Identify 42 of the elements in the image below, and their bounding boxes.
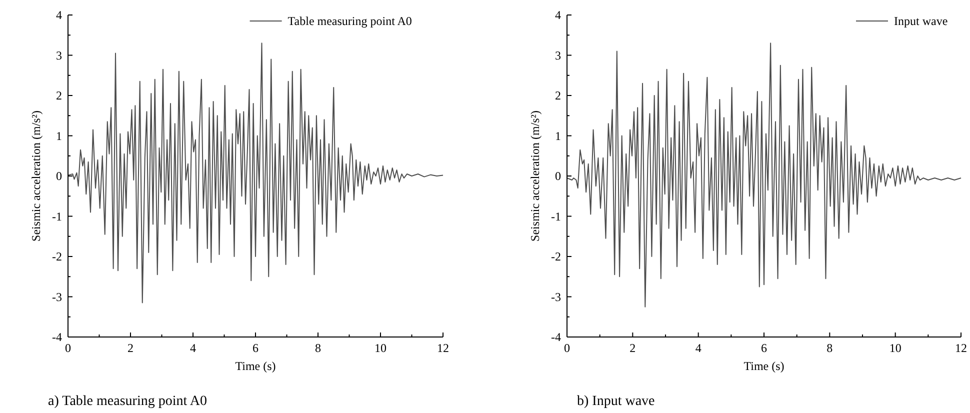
legend-label: Table measuring point A0 [288, 14, 412, 28]
legend-label: Input wave [894, 14, 948, 28]
x-tick-label: 2 [128, 341, 134, 355]
text: a) Table measuring point A0 [48, 394, 207, 409]
y-axis-title: Seismic acceleration (m/s²) [29, 110, 43, 242]
x-axis-title: Time (s) [744, 359, 784, 373]
y-tick-label: 1 [555, 128, 561, 143]
y-tick-label: -3 [52, 290, 62, 304]
y-tick-label: -4 [52, 330, 62, 344]
y-tick-label: -2 [551, 250, 561, 264]
line-series [68, 42, 444, 304]
y-tick-label: 4 [56, 8, 62, 22]
x-tick-label: 2 [630, 341, 636, 355]
text: b) Input wave [577, 394, 655, 409]
y-tick-label: 3 [555, 48, 561, 62]
x-tick-label: 6 [252, 341, 258, 355]
y-tick-label: 1 [56, 128, 62, 143]
x-axis-title: Time (s) [235, 359, 276, 373]
y-tick-label: -3 [551, 290, 561, 304]
x-tick-label: 4 [695, 341, 702, 355]
y-axis-title: Seismic acceleration (m/s²) [528, 110, 542, 242]
y-tick-label: 4 [555, 8, 561, 22]
x-tick-label: 10 [374, 341, 386, 355]
y-tick-label: -4 [551, 330, 561, 344]
y-tick-label: 0 [555, 169, 561, 183]
y-tick-label: 2 [56, 88, 62, 102]
line-series [566, 42, 962, 308]
x-tick-label: 0 [65, 341, 71, 355]
y-tick-label: -1 [551, 209, 561, 224]
y-tick-label: -2 [52, 250, 62, 264]
y-tick-label: 3 [56, 48, 62, 62]
x-tick-label: 4 [190, 341, 196, 355]
x-tick-label: 10 [889, 341, 902, 355]
x-tick-label: 12 [955, 341, 967, 355]
x-tick-label: 0 [564, 341, 570, 355]
x-tick-label: 6 [761, 341, 767, 355]
y-tick-label: -1 [52, 209, 62, 224]
y-tick-label: 0 [56, 169, 62, 183]
x-tick-label: 8 [315, 341, 321, 355]
x-tick-label: 8 [826, 341, 833, 355]
x-tick-label: 12 [437, 341, 449, 355]
y-tick-label: 2 [555, 88, 561, 102]
